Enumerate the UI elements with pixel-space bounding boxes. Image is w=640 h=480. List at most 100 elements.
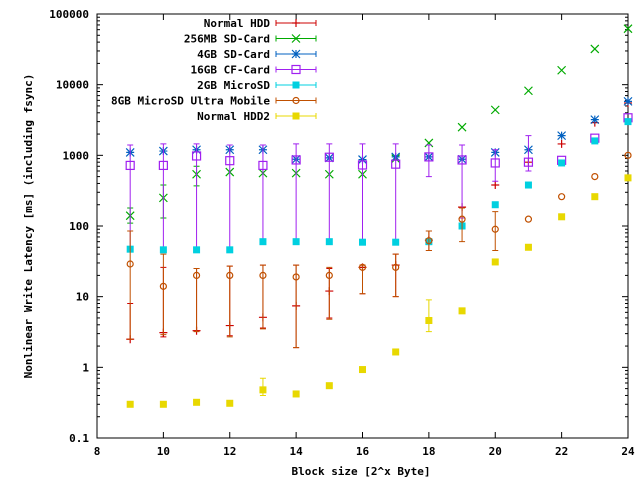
legend: Normal HDD 256MB SD-Card 4GB SD-Card 16GB C…: [111, 17, 317, 123]
legend-entry-2gb-microsd: 2GB MicroSD: [197, 79, 317, 92]
data-point: [425, 237, 433, 245]
error-bar: [459, 207, 466, 243]
data-point: [226, 271, 234, 279]
error-bar: [492, 211, 499, 252]
legend-entry-4gb-sd-card: 4GB SD-Card: [197, 48, 317, 61]
error-bar: [326, 266, 333, 320]
data-point: [491, 181, 500, 190]
error-bar: [293, 264, 300, 349]
data-point: [558, 159, 566, 167]
data-point: [524, 215, 533, 223]
data-point: [424, 152, 434, 162]
data-point: [457, 155, 467, 165]
series-normal-hdd2: [126, 174, 632, 408]
legend-marker: [291, 34, 301, 43]
x-tick-label: 20: [489, 445, 502, 458]
data-point: [590, 44, 600, 54]
error-bar: [492, 149, 499, 182]
error-bar: [525, 135, 532, 172]
data-point: [259, 238, 267, 246]
data-point: [292, 390, 300, 398]
data-point: [524, 181, 532, 189]
data-point: [590, 115, 600, 125]
data-point: [357, 160, 368, 170]
data-point: [524, 243, 532, 251]
legend-marker: [292, 112, 300, 120]
data-point: [490, 105, 500, 115]
x-tick-label: 16: [356, 445, 370, 458]
error-bar: [160, 253, 167, 336]
error-bar: [425, 299, 432, 333]
data-point: [159, 282, 167, 290]
x-tick-label: 18: [422, 445, 435, 458]
data-point: [457, 122, 467, 132]
error-bar: [326, 143, 333, 243]
data-point: [325, 238, 333, 246]
legend-marker: [292, 19, 300, 27]
legend-entry-8gb-microsd-ultra-mobile: 8GB MicroSD Ultra Mobile: [111, 95, 317, 108]
data-point: [591, 137, 599, 145]
data-point: [391, 159, 401, 169]
data-point: [392, 348, 400, 356]
x-tick-label: 24: [621, 445, 635, 458]
data-point: [424, 138, 434, 148]
y-tick-label: 10000: [56, 79, 89, 92]
data-point: [259, 386, 267, 394]
error-bar: [392, 253, 399, 298]
data-point: [226, 399, 234, 407]
data-point: [259, 271, 267, 279]
data-point: [324, 152, 334, 162]
axes: 8 10 12 14 16 18 20 22 24 0.1 1 10 100 1000 10000 10000…: [49, 8, 635, 458]
y-tick-label: 1000: [63, 149, 90, 162]
data-point: [490, 158, 500, 168]
data-point: [159, 400, 167, 408]
data-point: [524, 86, 533, 96]
error-bar: [425, 230, 432, 252]
legend-label: Normal HDD2: [197, 110, 270, 123]
data-point: [392, 263, 400, 271]
data-point: [558, 213, 566, 221]
data-point: [623, 24, 633, 34]
legend-label: 4GB SD-Card: [197, 48, 270, 61]
data-layer: [125, 24, 633, 408]
error-bar: [226, 144, 233, 252]
legend-label: 8GB MicroSD Ultra Mobile: [111, 95, 270, 108]
y-tick-label: 100000: [49, 8, 89, 21]
x-tick-label: 8: [94, 445, 101, 458]
series-16gb-cf-card: [125, 113, 633, 252]
data-point: [191, 151, 202, 161]
x-axis-label: Block size [2^x Byte]: [291, 465, 430, 478]
data-point: [359, 366, 366, 374]
y-axis-label: Nonlinear Write Latency [ms] (including …: [22, 74, 35, 379]
x-tick-label: 22: [555, 445, 568, 458]
data-point: [291, 155, 301, 165]
data-point: [159, 246, 167, 254]
x-tick-label: 12: [223, 445, 236, 458]
data-point: [557, 65, 567, 75]
x-tick-label: 10: [157, 445, 170, 458]
data-point: [292, 273, 300, 281]
data-point: [193, 398, 201, 406]
y-tick-label: 10: [76, 291, 89, 304]
data-point: [126, 260, 134, 268]
data-point: [491, 258, 499, 266]
series-8gb-microsd-ultra-mobile: [126, 151, 632, 349]
legend-marker: [291, 64, 301, 75]
data-point: [226, 246, 234, 254]
data-point: [557, 131, 567, 141]
data-point: [558, 193, 566, 201]
data-point: [126, 400, 134, 408]
error-bar: [359, 143, 366, 244]
legend-entry-16gb-cf-card: 16GB CF-Card: [191, 64, 317, 77]
data-point: [225, 156, 235, 166]
data-point: [624, 174, 632, 182]
data-point: [358, 263, 367, 271]
data-point: [325, 382, 333, 390]
data-point: [392, 238, 400, 246]
legend-label: Normal HDD: [204, 17, 271, 30]
legend-marker: [291, 49, 301, 59]
x-tick-label: 14: [290, 445, 304, 458]
legend-entry-normal-hdd2: Normal HDD2: [197, 110, 317, 123]
error-bar: [193, 268, 200, 333]
error-bar: [127, 230, 134, 340]
